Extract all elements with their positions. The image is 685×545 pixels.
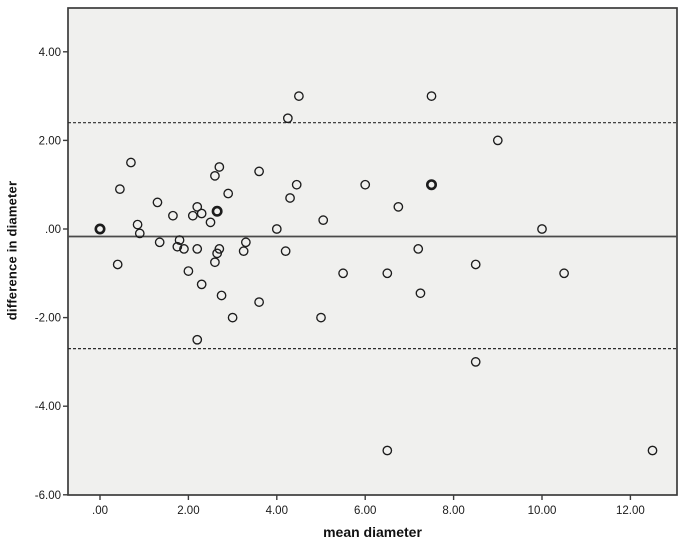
plot-area-frame [67, 7, 678, 496]
data-point [415, 288, 426, 299]
data-point [238, 246, 249, 257]
data-point [183, 266, 194, 276]
data-point [112, 259, 123, 270]
data-point [154, 237, 165, 248]
data-point-overlap [211, 205, 223, 217]
data-point [280, 246, 291, 257]
data-point [174, 235, 185, 245]
data-point [179, 244, 189, 254]
data-point [254, 166, 264, 177]
data-point [212, 248, 223, 259]
data-point [192, 244, 203, 254]
y-tick-label: -4.00 [35, 401, 61, 413]
data-point [413, 244, 424, 254]
data-point-overlap [425, 179, 437, 191]
y-tick-label: 2.00 [39, 135, 61, 147]
data-point [210, 170, 220, 181]
data-point [168, 210, 178, 221]
data-point [426, 91, 437, 101]
x-tick-label: 10.00 [528, 505, 557, 517]
data-point [152, 197, 163, 208]
data-point [318, 215, 329, 226]
data-point-overlap [94, 223, 106, 235]
data-point [338, 268, 348, 279]
data-point [115, 184, 125, 195]
data-point [647, 445, 658, 456]
data-point [537, 224, 547, 234]
x-tick-label: 2.00 [177, 505, 199, 517]
y-tick-label: .00 [45, 224, 61, 236]
data-point [126, 157, 136, 168]
data-point [223, 188, 234, 199]
data-point [285, 193, 295, 203]
data-point [132, 219, 143, 230]
data-point [214, 162, 225, 172]
data-point [172, 241, 183, 252]
x-tick-label: 4.00 [266, 505, 288, 517]
data-point [492, 135, 503, 146]
data-point [196, 279, 207, 290]
x-tick-label: 8.00 [442, 505, 464, 517]
data-point [216, 290, 227, 301]
data-point [282, 113, 293, 124]
data-point [134, 228, 145, 239]
data-point [196, 208, 207, 219]
data-point [559, 268, 569, 279]
data-point [470, 259, 481, 270]
y-tick-label: 4.00 [39, 47, 61, 59]
x-tick-label: 12.00 [616, 505, 645, 517]
y-tick-label: -2.00 [35, 313, 61, 325]
data-point [187, 210, 198, 221]
data-point [316, 312, 326, 323]
data-point [254, 297, 264, 307]
data-point [271, 224, 282, 234]
data-point [192, 334, 203, 345]
data-point [227, 312, 238, 323]
data-point [192, 201, 203, 212]
data-point [470, 357, 481, 367]
data-point [240, 237, 251, 248]
data-point [393, 201, 404, 212]
data-point [210, 257, 220, 268]
data-point [382, 445, 393, 456]
data-point [291, 179, 302, 190]
x-tick-label: .00 [92, 505, 108, 517]
data-point [382, 268, 393, 279]
data-point [360, 179, 371, 190]
x-axis-title: mean diameter [323, 524, 422, 540]
x-tick-label: 6.00 [354, 505, 376, 517]
y-tick-label: -6.00 [35, 490, 61, 502]
data-point [294, 91, 304, 101]
data-point [205, 217, 216, 228]
